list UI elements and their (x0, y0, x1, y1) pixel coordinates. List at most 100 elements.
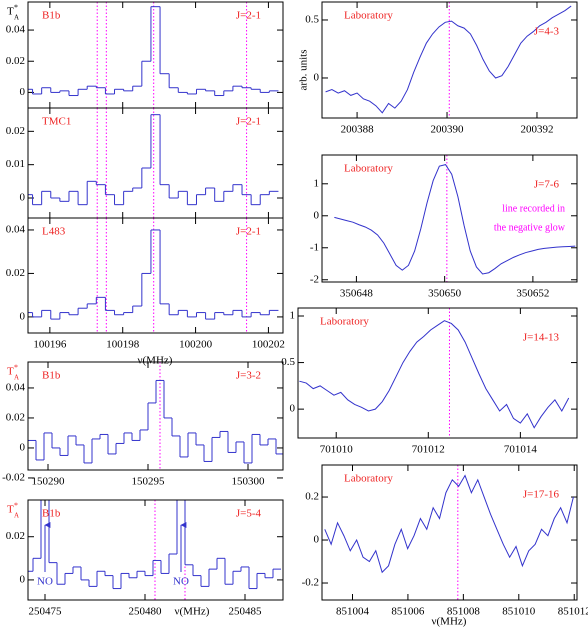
source-label: Laboratory (344, 163, 393, 175)
x-tick-label: 350652 (516, 288, 549, 300)
x-tick-label: 200390 (431, 124, 465, 136)
x-label: ν(MHz) (138, 355, 173, 367)
x-tick-label: 100202 (252, 339, 285, 351)
x-tick-label: 250480 (129, 606, 163, 618)
arrow-label: NO (173, 576, 189, 588)
spectrum-line (324, 474, 574, 574)
y-label: T (7, 6, 14, 18)
y-tick-label: 0 (314, 72, 320, 84)
plot-area (334, 164, 576, 275)
y-tick-label: -0.2 (302, 577, 319, 589)
y-label: arb. units (298, 50, 310, 91)
source-label: B1b (42, 10, 61, 22)
x-label: ν(MHz) (175, 606, 210, 618)
axes-frame (27, 361, 284, 471)
y-tick-label: 0 (20, 86, 26, 98)
transition-label: J=14-13 (523, 332, 560, 344)
axes-frame (321, 1, 578, 119)
plot-area (324, 474, 574, 574)
y-tick-label: -0.02 (2, 471, 25, 483)
y-tick-label: 0 (314, 209, 320, 221)
x-tick-label: 851012 (558, 606, 588, 618)
x-tick-label: 150300 (232, 476, 266, 488)
step-connector (35, 380, 277, 463)
axes-frame (321, 464, 578, 601)
transition-label: J=2-1 (236, 116, 261, 128)
y-tick-label: 0.01 (6, 158, 25, 170)
y-tick-label: 0 (20, 441, 26, 453)
panel: 0 0.5 200388 200390 200392 Laboratory J=4-3 arb… (298, 1, 578, 136)
y-tick-label: -2 (310, 273, 319, 285)
x-tick-label: 100198 (106, 339, 140, 351)
y-tick-label: 1 (290, 310, 296, 322)
panel: 0 0.02 0.04 100196 100198 100200 100202 L483 J=2… (6, 217, 285, 367)
x-tick-label: 701014 (504, 444, 538, 456)
y-tick-label: 0 (20, 192, 26, 204)
y-tick-label: 0 (20, 310, 26, 322)
note: line recorded in (502, 203, 565, 214)
plot-area (325, 5, 572, 114)
source-label: Laboratory (320, 316, 369, 328)
y-tick-label: 0.02 (6, 125, 25, 137)
axes-frame (27, 499, 284, 601)
x-tick-label: 851008 (447, 606, 481, 618)
spectrum-line (299, 320, 570, 429)
x-tick-label: 200392 (520, 124, 553, 136)
source-label: Laboratory (344, 10, 393, 22)
panel: -0.2 0 0.2 851004 851006 851008 851010 851012 La… (302, 464, 588, 628)
x-tick-label: 701012 (412, 444, 445, 456)
axes-frame (27, 217, 284, 334)
step-connector (32, 114, 270, 205)
panel: -0.02 0 0.02 0.04 150290 150295 150300 B1b J=3-2… (2, 361, 284, 488)
panel: 0 0.02 0.04 B1b J=2-1 TA * (6, 1, 284, 109)
y-label: T (7, 366, 14, 378)
panel: 0 0.01 0.02 TMC1 J=2-1 (6, 107, 284, 219)
y-tick-label: 0.2 (305, 491, 319, 503)
transition-label: J=2-1 (236, 226, 261, 238)
y-label-sup: * (14, 3, 18, 12)
x-tick-label: 150295 (132, 476, 166, 488)
step-connector (32, 229, 270, 320)
x-label: ν(MHz) (432, 616, 467, 628)
source-label: L483 (42, 226, 66, 238)
y-tick-label: 0 (290, 403, 296, 415)
source-label: B1b (42, 508, 61, 520)
source-label: B1b (42, 370, 61, 382)
y-tick-label: 0.04 (6, 381, 26, 393)
x-tick-label: 200388 (341, 124, 375, 136)
arrow-label: NO (37, 576, 53, 588)
y-tick-label: 0.02 (6, 530, 25, 542)
y-tick-label: 0.02 (6, 55, 25, 67)
x-tick-label: 350650 (428, 288, 462, 300)
y-tick-label: 0.5 (305, 14, 319, 26)
plot-area (28, 229, 279, 320)
y-tick-label: 0.04 (6, 24, 26, 36)
y-label-sub: A (14, 14, 19, 22)
transition-label: J=3-2 (236, 370, 261, 382)
y-label-sub: A (14, 374, 19, 382)
transition-label: J=17-16 (523, 489, 560, 501)
source-label: TMC1 (42, 116, 71, 128)
y-tick-label: 0.5 (281, 356, 295, 368)
x-tick-label: 701010 (320, 444, 354, 456)
x-tick-label: 150290 (32, 476, 66, 488)
y-tick-label: -1 (310, 241, 319, 253)
y-tick-label: 1 (314, 177, 320, 189)
spectrum-line (334, 164, 576, 275)
x-tick-label: 250475 (29, 606, 63, 618)
note: the negative glow (494, 222, 566, 233)
axes-frame (297, 307, 578, 439)
y-tick-label: 0.04 (6, 223, 26, 235)
y-tick-label: 0 (314, 534, 320, 546)
panel: -2 -1 0 1 350648 350650 350652 Laboratory J=7-6 l… (310, 154, 578, 300)
spectrum-line (325, 5, 572, 114)
y-label-sub: A (14, 512, 19, 520)
x-tick-label: 851006 (391, 606, 425, 618)
plot-area (28, 500, 281, 590)
plot-area (28, 6, 279, 97)
y-tick-label: 0.02 (6, 267, 25, 279)
transition-label: J=4-3 (534, 26, 560, 38)
source-label: Laboratory (344, 473, 393, 485)
x-tick-label: 100196 (33, 339, 67, 351)
